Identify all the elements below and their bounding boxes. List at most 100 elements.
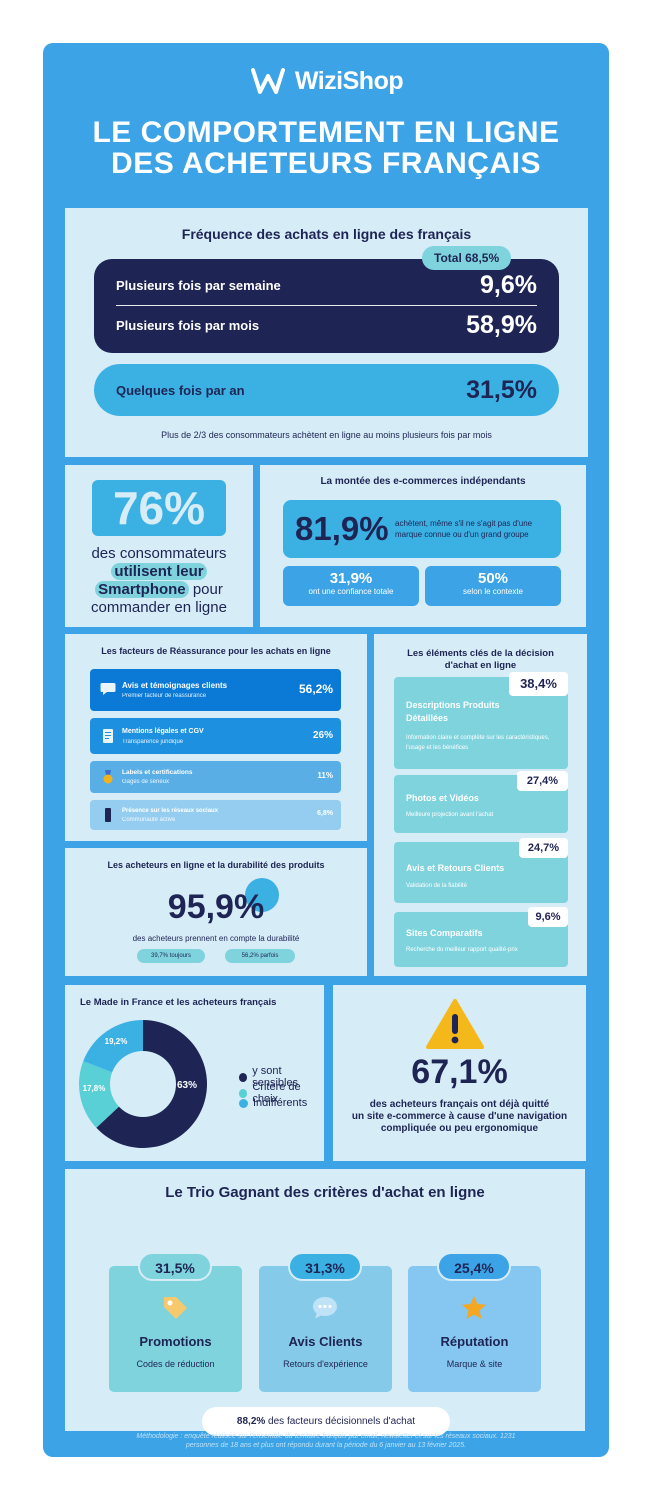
methodology-line: Méthodologie : enquête réalisée sur l'en… — [136, 1433, 516, 1440]
durability-pill-always: 39,7% toujours — [137, 949, 205, 963]
independent-box-context: 50% selon le contexte — [425, 566, 561, 606]
decision-badge: 24,7% — [519, 838, 568, 858]
page-title: LE COMPORTEMENT EN LIGNE DES ACHETEURS F… — [43, 117, 609, 179]
highlight: utilisent leur — [111, 563, 207, 580]
legend-label: Indifférents — [253, 1097, 308, 1109]
decision-card-name: Descriptions Produits Détaillées — [406, 699, 500, 725]
made-in-france-panel: Le Made in France et les acheteurs franç… — [65, 985, 324, 1161]
trio-card-name: Avis Clients — [288, 1334, 363, 1349]
reassurance-sub: Premier facteur de réassurance — [122, 693, 207, 699]
reassurance-label: Présence sur les réseaux sociaux — [122, 808, 219, 814]
name-line: Descriptions Produits — [406, 700, 500, 710]
trio-footer-pill: 88,2% des facteurs décisionnels d'achat — [202, 1407, 450, 1436]
phone-icon — [105, 808, 111, 822]
reassurance-bar: Avis et témoignages clients Premier fact… — [90, 669, 341, 711]
trio-card-promotions: Promotions Codes de réduction — [109, 1266, 242, 1392]
total-badge: Total 68,5% — [422, 246, 512, 270]
trio-card-desc: Marque & site — [446, 1359, 503, 1369]
legend-label: y sont sensibles — [252, 1065, 299, 1089]
trio-card-desc: Retours d'expérience — [283, 1359, 368, 1369]
trio-badge: 31,3% — [288, 1252, 362, 1281]
frequency-value: 58,9% — [466, 310, 537, 339]
warning-text: des acheteurs français ont déjà quitté u… — [337, 1099, 582, 1135]
methodology-line: personnes de 18 ans et plus ont répondu … — [185, 1442, 467, 1449]
frequency-note: Plus de 2/3 des consommateurs achètent e… — [161, 430, 492, 440]
frequency-value: 9,6% — [480, 270, 537, 299]
divider — [116, 305, 537, 306]
trio-card-desc: Codes de réduction — [136, 1359, 215, 1369]
reassurance-value: 6,8% — [317, 810, 333, 817]
reassurance-bar: Labels et certifications Gages de sérieu… — [90, 761, 341, 793]
title-line-2: DES ACHETEURS FRANÇAIS — [111, 147, 541, 180]
text-line: des consommateurs — [91, 545, 227, 562]
made-in-france-donut: 63% 17,8% 19,2% — [79, 1020, 207, 1148]
legend-item-criterion: Critère de choix — [239, 1081, 324, 1105]
decision-badge: 9,6% — [528, 907, 568, 927]
trio-badge: 31,5% — [138, 1252, 212, 1281]
trio-badge: 25,4% — [437, 1252, 511, 1281]
smartphone-panel: 76% des consommateurs utilisent leur Sma… — [65, 465, 253, 627]
legend-dot — [239, 1098, 248, 1108]
reassurance-sub: Communauté active — [122, 817, 176, 823]
reassurance-sub: Transparence juridique — [122, 739, 184, 745]
reassurance-value: 56,2% — [298, 682, 333, 696]
decision-card-name: Avis et Retours Clients — [406, 863, 505, 873]
legend-item-sensitive: y sont sensibles — [239, 1065, 324, 1089]
independent-ecommerce-panel: La montée des e-commerces indépendants 8… — [260, 465, 586, 627]
stat-value: 81,9% — [295, 510, 389, 547]
stat-value: 31,9% — [329, 570, 373, 587]
donut-slice-criterion — [79, 1061, 143, 1128]
trio-card-reviews: Avis Clients Retours d'expérience — [259, 1266, 392, 1392]
warning-icon — [426, 999, 484, 1049]
frequency-value: 31,5% — [466, 375, 537, 404]
decision-card: Sites Comparatifs Recherche du meilleur … — [394, 912, 568, 967]
highlight: Smartphone — [95, 581, 189, 598]
independent-box-trust: 31,9% ont une confiance totale — [283, 566, 419, 606]
decision-badge: 27,4% — [517, 771, 568, 791]
text-line: un site e-commerce à cause d'une navigat… — [351, 1111, 568, 1122]
title-line: Les éléments clés de la décision — [407, 648, 554, 659]
legend-dot — [239, 1088, 248, 1098]
stat-text: selon le contexte — [462, 587, 524, 596]
reassurance-sub: Gages de sérieux — [122, 779, 170, 785]
durability-text: des acheteurs prennent en compte la dura… — [132, 934, 300, 943]
stat-text: achètent, même s'il ne s'agit pas d'une … — [395, 519, 533, 539]
donut-label-sensitive: 63% — [177, 1080, 197, 1091]
donut-hole — [110, 1051, 176, 1117]
trio-title: Le Trio Gagnant des critères d'achat en … — [165, 1184, 485, 1201]
decision-title: Les éléments clés de la décision d'achat… — [374, 648, 587, 672]
wizishop-logo-icon — [250, 68, 285, 94]
name-line: Détaillées — [406, 713, 449, 723]
independent-main-stat: 81,9% achètent, même s'il ne s'agit pas … — [283, 500, 561, 558]
smartphone-stat-value: 76% — [92, 480, 226, 536]
star-icon — [462, 1296, 486, 1319]
trio-footer-text: des facteurs décisionnels d'achat — [265, 1416, 416, 1427]
decision-badge: 38,4% — [509, 672, 568, 696]
reassurance-title: Les facteurs de Réassurance pour les ach… — [101, 646, 331, 656]
logo-text: WiziShop — [294, 66, 404, 95]
navigation-warning-panel: 67,1% des acheteurs français ont déjà qu… — [333, 985, 586, 1161]
reassurance-bar: Présence sur les réseaux sociaux Communa… — [90, 800, 341, 830]
frequency-row-monthly: Plusieurs fois par mois 58,9% — [116, 311, 537, 339]
frequency-label: Quelques fois par an — [116, 382, 245, 398]
reassurance-value: 11% — [317, 771, 333, 780]
logo: WiziShop — [43, 65, 609, 97]
reassurance-bar: Mentions légales et CGV Transparence jur… — [90, 718, 341, 754]
frequency-panel: Fréquence des achats en ligne des frança… — [65, 208, 588, 457]
reassurance-label: Labels et certifications — [122, 769, 193, 776]
reassurance-label: Avis et témoignages clients — [122, 681, 228, 690]
decision-panel: Les éléments clés de la décision d'achat… — [374, 634, 587, 976]
durability-value: 95,9% — [167, 888, 265, 926]
decision-card-desc: Recherche du meilleur rapport qualité-pr… — [406, 947, 518, 953]
frequency-dark-block: Plusieurs fois par semaine 9,6% Plusieur… — [94, 259, 559, 353]
trio-card-name: Promotions — [139, 1334, 212, 1349]
frequency-label: Plusieurs fois par mois — [116, 317, 260, 333]
durability-pill-sometimes: 56,2% parfois — [225, 949, 295, 963]
frequency-label: Plusieurs fois par semaine — [116, 277, 281, 293]
title-line-1: LE COMPORTEMENT EN LIGNE — [92, 116, 560, 149]
reassurance-value: 26% — [312, 730, 333, 741]
text-line: des acheteurs français ont déjà quitté — [369, 1099, 550, 1110]
independent-title: La montée des e-commerces indépendants — [320, 476, 526, 487]
chat-bubble-icon — [313, 1297, 337, 1319]
made-in-france-title: Le Made in France et les acheteurs franç… — [80, 997, 277, 1008]
